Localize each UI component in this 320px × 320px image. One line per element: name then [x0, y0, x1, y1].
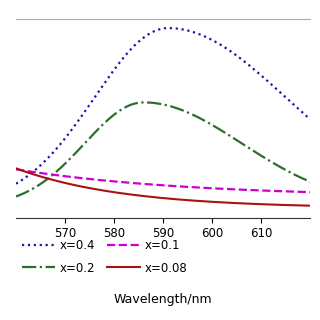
x=0.2 — [308, 180, 312, 184]
x=0.08 — [236, 201, 240, 205]
x=0.4 — [308, 118, 312, 122]
Line: x=0.4: x=0.4 — [16, 28, 310, 184]
x=0.08 — [147, 195, 151, 199]
x=0.08 — [90, 187, 94, 190]
Line: x=0.2: x=0.2 — [16, 102, 310, 196]
x=0.1 — [308, 190, 312, 194]
x=0.2 — [90, 134, 94, 138]
x=0.2 — [14, 195, 18, 198]
X-axis label: Wavelength/nm: Wavelength/nm — [114, 293, 212, 306]
x=0.4 — [90, 100, 94, 104]
x=0.4 — [66, 132, 70, 136]
x=0.2 — [236, 139, 240, 143]
x=0.4 — [147, 32, 151, 36]
Line: x=0.1: x=0.1 — [16, 169, 310, 192]
x=0.08 — [188, 198, 191, 202]
x=0.1 — [211, 186, 214, 190]
x=0.4 — [14, 182, 18, 186]
x=0.2 — [148, 101, 152, 105]
x=0.2 — [142, 100, 146, 104]
x=0.1 — [14, 167, 18, 171]
x=0.4 — [236, 55, 240, 59]
x=0.1 — [188, 185, 191, 189]
x=0.2 — [188, 111, 192, 115]
x=0.1 — [90, 177, 94, 181]
x=0.08 — [14, 166, 18, 170]
x=0.2 — [211, 124, 215, 127]
x=0.1 — [66, 175, 70, 179]
x=0.08 — [308, 204, 312, 208]
x=0.4 — [166, 26, 170, 30]
x=0.2 — [66, 159, 70, 163]
Line: x=0.08: x=0.08 — [16, 168, 310, 206]
x=0.4 — [188, 29, 192, 33]
x=0.08 — [211, 200, 214, 204]
x=0.4 — [211, 39, 215, 43]
x=0.1 — [236, 188, 240, 191]
Legend: x=0.4, x=0.2, x=0.1, x=0.08: x=0.4, x=0.2, x=0.1, x=0.08 — [22, 239, 188, 275]
x=0.1 — [147, 182, 151, 186]
x=0.08 — [66, 182, 70, 186]
